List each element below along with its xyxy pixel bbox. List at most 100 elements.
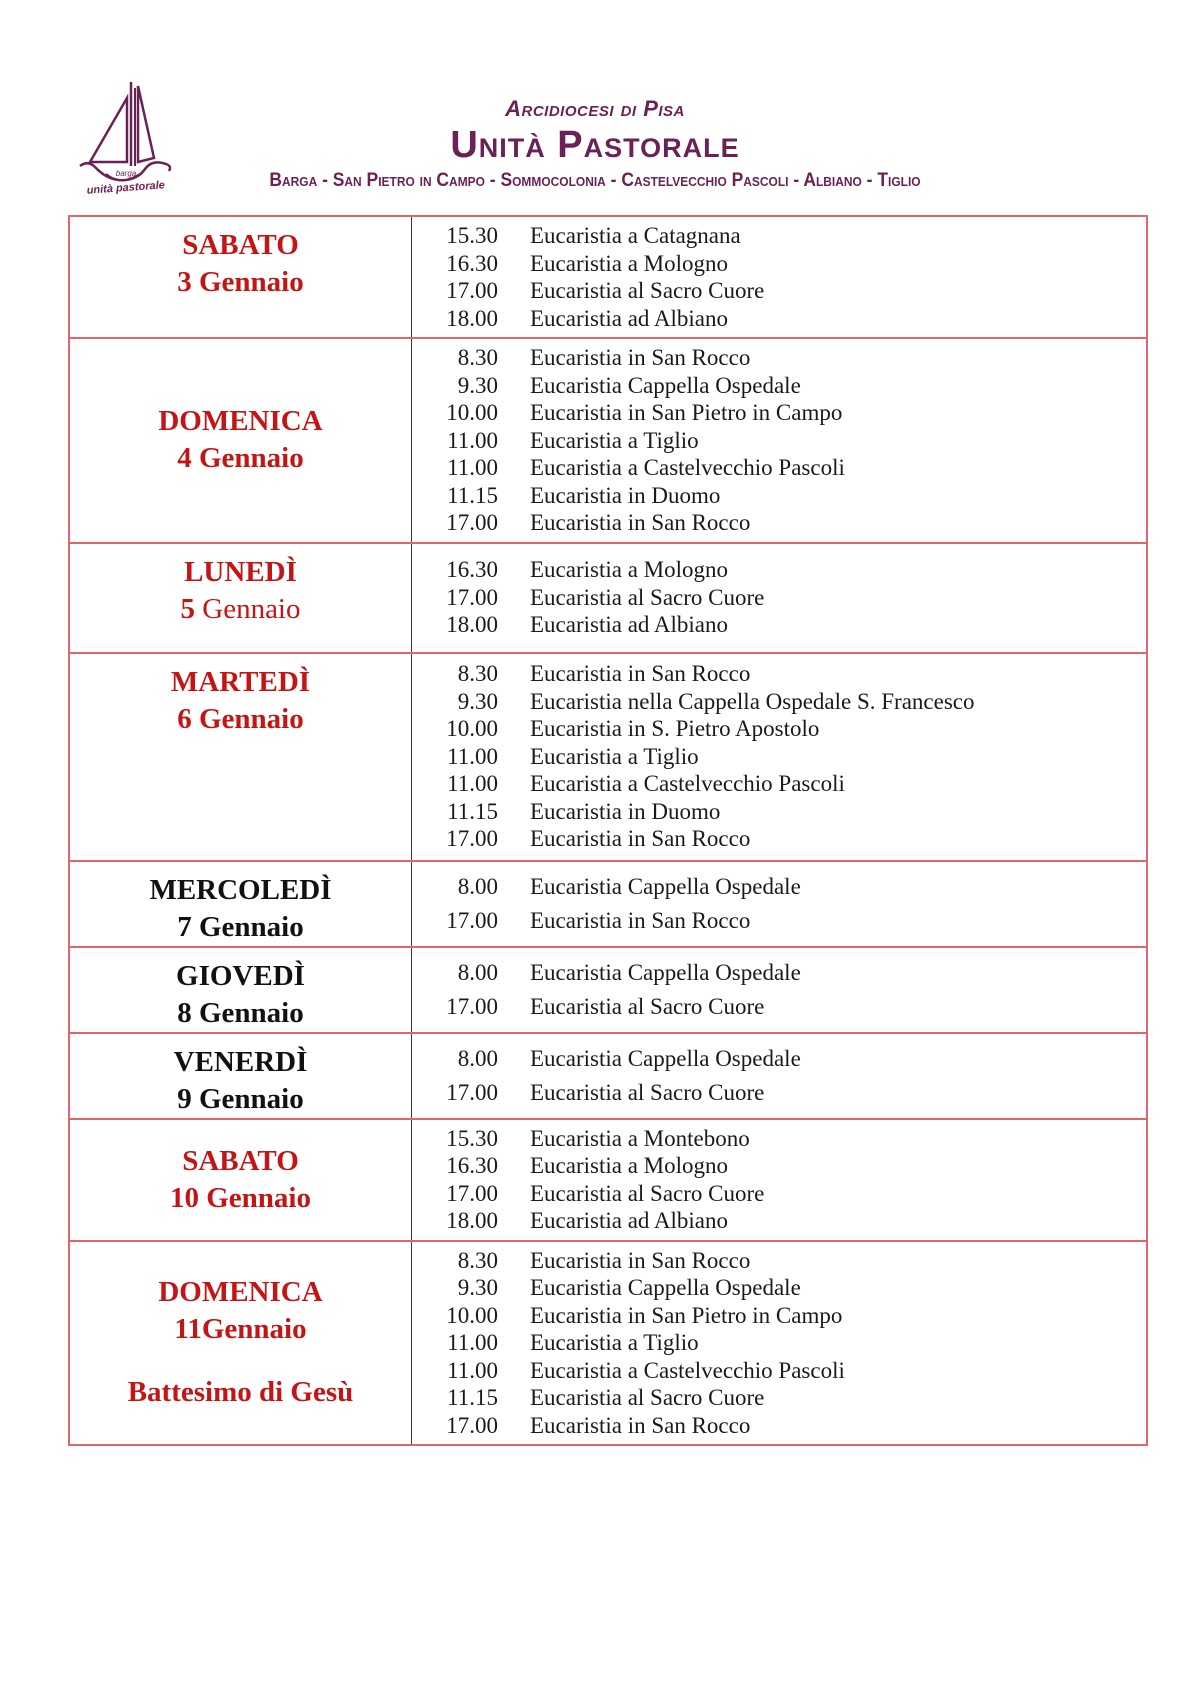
events-cell: 8.00 Eucaristia Cappella Ospedale 17.00 Euc… — [412, 862, 1146, 946]
event-time: 11.00 — [447, 743, 498, 769]
event-desc: Eucaristia in San Rocco — [530, 826, 751, 852]
event-desc: Eucaristia al Sacro Cuore — [530, 1385, 765, 1410]
event-row: 10.00 Eucaristia in San Pietro in Campo — [412, 399, 1140, 427]
event-time: 9.30 — [457, 688, 498, 714]
event-row: 16.30 Eucaristia a Mologno — [412, 556, 1140, 584]
event-row: 11.00 Eucaristia a Castelvecchio Pascoli — [412, 1357, 1140, 1385]
event-desc: Eucaristia al Sacro Cuore — [530, 278, 765, 303]
event-time: 18.00 — [446, 305, 498, 331]
event-time: 11.15 — [447, 482, 498, 508]
logo-caption-top: barga — [116, 169, 137, 178]
day-date: 9 Gennaio — [177, 1082, 304, 1115]
event-desc: Eucaristia al Sacro Cuore — [530, 584, 765, 610]
event-desc: Eucaristia in San Pietro in Campo — [530, 1302, 843, 1328]
day-cell: MARTEDÌ 6 Gennaio — [70, 653, 412, 860]
event-desc: Eucaristia nella Cappella Ospedale S. Fr… — [530, 688, 975, 714]
day-name: LUNEDÌ — [184, 555, 297, 588]
event-time: 16.30 — [446, 557, 498, 583]
schedule-row: SABATO 10 Gennaio 15.30 Eucaristia a Monteb… — [70, 1117, 1146, 1240]
event-row: 11.00 Eucaristia a Tiglio — [412, 743, 1140, 771]
event-row: 17.00 Eucaristia in San Rocco — [412, 907, 1140, 935]
day-cell: SABATO 3 Gennaio — [70, 217, 412, 337]
event-desc: Eucaristia a Catagnana — [530, 223, 741, 248]
event-time: 8.30 — [457, 345, 498, 370]
event-desc: Eucaristia a Tiglio — [530, 743, 699, 769]
day-date: 3 Gennaio — [177, 266, 304, 298]
day-cell: DOMENICA 11Gennaio Battesimo di Gesù — [70, 1241, 412, 1444]
day-cell: LUNEDÌ 5 Gennaio — [70, 543, 412, 652]
event-desc: Eucaristia in San Rocco — [530, 907, 751, 933]
event-row: 8.30 Eucaristia in San Rocco — [412, 1247, 1140, 1275]
day-name: MERCOLEDÌ — [149, 873, 332, 906]
event-desc: Eucaristia in San Rocco — [530, 345, 751, 370]
event-row: 16.30 Eucaristia a Mologno — [412, 250, 1140, 278]
event-time: 17.00 — [446, 584, 498, 610]
day-name: DOMENICA — [158, 1276, 323, 1309]
day-cell: GIOVEDÌ 8 Gennaio — [70, 947, 412, 1032]
day-name: SABATO — [182, 229, 299, 261]
event-row: 17.00 Eucaristia in San Rocco — [412, 825, 1140, 853]
day-name: DOMENICA — [158, 405, 323, 438]
event-row: 9.30 Eucaristia Cappella Ospedale — [412, 372, 1140, 400]
event-row: 18.00 Eucaristia ad Albiano — [412, 305, 1140, 333]
event-desc: Eucaristia in San Rocco — [530, 1247, 751, 1273]
day-cell: DOMENICA 4 Gennaio — [70, 339, 412, 542]
event-time: 17.00 — [446, 1412, 498, 1438]
event-row: 8.30 Eucaristia in San Rocco — [412, 660, 1140, 688]
event-desc: Eucaristia Cappella Ospedale — [530, 959, 801, 985]
event-time: 10.00 — [446, 1302, 498, 1328]
event-desc: Eucaristia Cappella Ospedale — [530, 1045, 801, 1071]
event-desc: Eucaristia a Montebono — [530, 1125, 750, 1151]
event-row: 8.30 Eucaristia in San Rocco — [412, 344, 1140, 372]
events-cell: 8.00 Eucaristia Cappella Ospedale 17.00 Euc… — [412, 1034, 1146, 1118]
day-date: 4 Gennaio — [177, 442, 304, 475]
event-time: 17.00 — [446, 278, 498, 303]
event-desc: Eucaristia a Tiglio — [530, 427, 699, 453]
event-row: 17.00 Eucaristia al Sacro Cuore — [412, 277, 1140, 305]
event-time: 10.00 — [446, 400, 498, 425]
header-text-block: Arcidiocesi di Pisa Unità Pastorale Barg… — [0, 0, 1190, 194]
event-desc: Eucaristia a Mologno — [530, 557, 729, 583]
event-desc: Eucaristia ad Albiano — [530, 1208, 728, 1233]
event-desc: Eucaristia in S. Pietro Apostolo — [530, 716, 820, 742]
event-row: 9.30 Eucaristia Cappella Ospedale — [412, 1274, 1140, 1302]
schedule-row: DOMENICA 4 Gennaio 8.30 Eucaristia in San R… — [70, 337, 1146, 542]
parish-list: Barga - San Pietro in Campo - Sommocolon… — [269, 170, 921, 191]
day-name: SABATO — [182, 1144, 299, 1177]
diocese-title: Arcidiocesi di Pisa — [505, 96, 685, 121]
events-cell: 15.30 Eucaristia a Catagnana 16.30 Eucarist… — [412, 217, 1146, 337]
event-time: 17.00 — [446, 826, 498, 852]
event-row: 18.00 Eucaristia ad Albiano — [412, 1207, 1140, 1235]
event-desc: Eucaristia a Castelvecchio Pascoli — [530, 771, 845, 797]
event-time: 15.30 — [446, 1125, 498, 1151]
event-desc: Eucaristia al Sacro Cuore — [530, 1079, 765, 1105]
day-date: 5 Gennaio — [180, 592, 301, 625]
event-row: 17.00 Eucaristia al Sacro Cuore — [412, 1079, 1140, 1107]
day-cell: SABATO 10 Gennaio — [70, 1119, 412, 1240]
event-desc: Eucaristia Cappella Ospedale — [530, 873, 801, 899]
events-cell: 15.30 Eucaristia a Montebono 16.30 Eucarist… — [412, 1120, 1146, 1240]
day-name: GIOVEDÌ — [176, 959, 305, 992]
event-row: 18.00 Eucaristia ad Albiano — [412, 611, 1140, 639]
event-desc: Eucaristia a Castelvecchio Pascoli — [530, 1357, 845, 1383]
day-cell: MERCOLEDÌ 7 Gennaio — [70, 861, 412, 946]
document-header: barga unità pastorale Arcidiocesi di Pis… — [0, 0, 1190, 215]
event-desc: Eucaristia a Castelvecchio Pascoli — [530, 455, 845, 480]
event-desc: Eucaristia in Duomo — [530, 482, 721, 508]
event-desc: Eucaristia in San Pietro in Campo — [530, 400, 843, 425]
day-date: 6 Gennaio — [177, 702, 304, 735]
schedule-row: DOMENICA 11Gennaio Battesimo di Gesù 8.30 Eu… — [70, 1239, 1146, 1445]
event-row: 17.00 Eucaristia in San Rocco — [412, 509, 1140, 537]
event-desc: Eucaristia a Tiglio — [530, 1330, 699, 1355]
event-time: 16.30 — [446, 1153, 498, 1178]
event-time: 8.30 — [457, 1247, 498, 1273]
event-row: 8.00 Eucaristia Cappella Ospedale — [412, 873, 1140, 901]
event-time: 8.00 — [457, 959, 498, 985]
event-time: 15.30 — [446, 223, 498, 248]
day-date: 8 Gennaio — [177, 996, 304, 1029]
events-cell: 8.30 Eucaristia in San Rocco 9.30 Eucaristi… — [412, 1242, 1146, 1445]
event-time: 11.15 — [447, 798, 498, 824]
logo-caption-bottom: unità pastorale — [86, 179, 165, 196]
event-row: 15.30 Eucaristia a Catagnana — [412, 222, 1140, 250]
